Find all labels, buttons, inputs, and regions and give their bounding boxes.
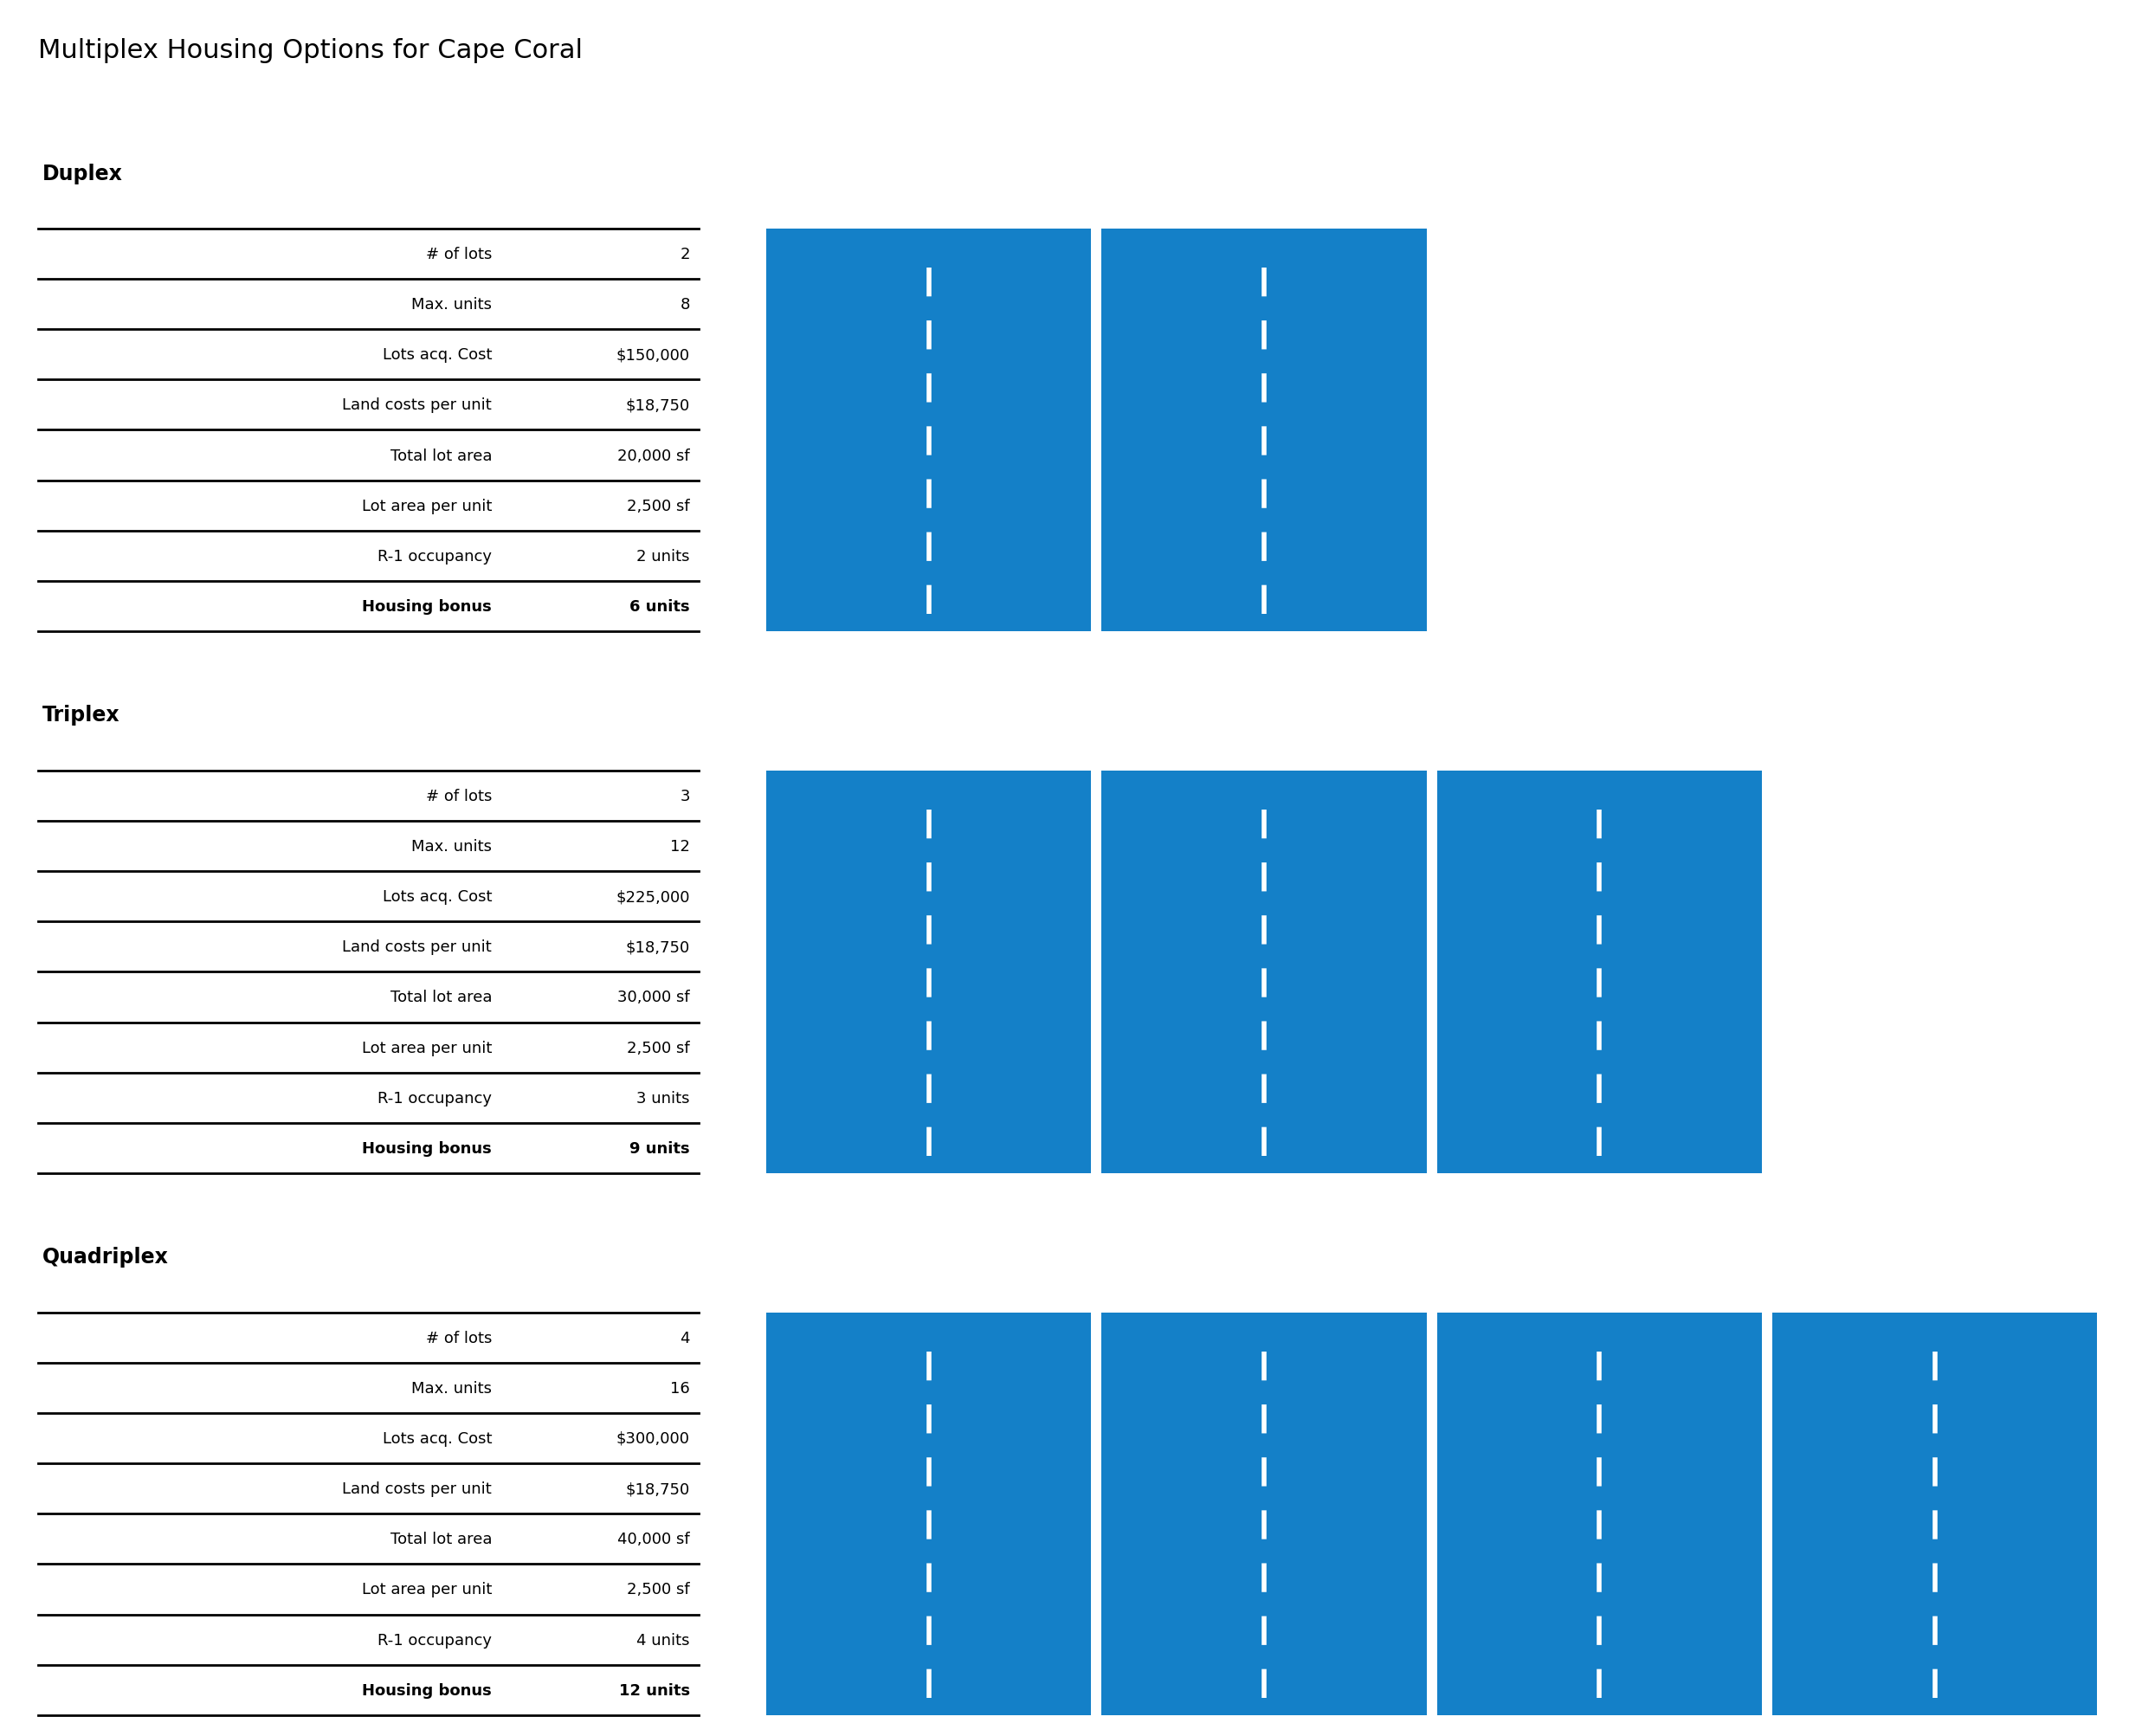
Bar (766, 771, 1092, 1174)
Text: Lots acq. Cost: Lots acq. Cost (383, 1430, 492, 1446)
Bar (1437, 771, 1763, 1174)
Text: 8: 8 (679, 297, 690, 312)
Text: Duplex: Duplex (43, 163, 123, 184)
Text: Lots acq. Cost: Lots acq. Cost (383, 347, 492, 363)
Text: 16: 16 (671, 1380, 690, 1396)
Bar (1101, 1312, 1426, 1715)
Text: Lot area per unit: Lot area per unit (362, 498, 492, 514)
Text: 3: 3 (679, 788, 690, 804)
Bar (766, 1312, 1092, 1715)
Text: Total lot area: Total lot area (390, 1531, 492, 1547)
Text: 4 units: 4 units (637, 1632, 690, 1647)
Text: $18,750: $18,750 (626, 1481, 690, 1496)
Text: $300,000: $300,000 (615, 1430, 690, 1446)
Bar (766, 229, 1092, 632)
Text: Lot area per unit: Lot area per unit (362, 1040, 492, 1055)
Text: 2 units: 2 units (637, 549, 690, 564)
Text: Land costs per unit: Land costs per unit (343, 939, 492, 955)
Bar (1437, 1312, 1763, 1715)
Text: R-1 occupancy: R-1 occupancy (377, 1632, 492, 1647)
Text: 3 units: 3 units (637, 1090, 690, 1106)
Text: Max. units: Max. units (411, 838, 492, 854)
Text: $18,750: $18,750 (626, 939, 690, 955)
Text: Total lot area: Total lot area (390, 990, 492, 1005)
Text: 20,000 sf: 20,000 sf (617, 448, 690, 464)
Text: # of lots: # of lots (426, 1330, 492, 1345)
Text: $225,000: $225,000 (615, 889, 690, 904)
Text: Land costs per unit: Land costs per unit (343, 398, 492, 413)
Text: Housing bonus: Housing bonus (362, 1141, 492, 1156)
Text: Multiplex Housing Options for Cape Coral: Multiplex Housing Options for Cape Coral (38, 38, 583, 62)
Text: 12 units: 12 units (620, 1682, 690, 1698)
Text: 12: 12 (671, 838, 690, 854)
Text: 30,000 sf: 30,000 sf (617, 990, 690, 1005)
Bar (1771, 1312, 2097, 1715)
Text: 2,500 sf: 2,500 sf (626, 1040, 690, 1055)
Text: Triplex: Triplex (43, 705, 119, 726)
Text: R-1 occupancy: R-1 occupancy (377, 549, 492, 564)
Bar (1101, 229, 1426, 632)
Text: Land costs per unit: Land costs per unit (343, 1481, 492, 1496)
Text: # of lots: # of lots (426, 788, 492, 804)
Text: Total lot area: Total lot area (390, 448, 492, 464)
Text: $150,000: $150,000 (615, 347, 690, 363)
Text: Lot area per unit: Lot area per unit (362, 1581, 492, 1597)
Text: Quadriplex: Quadriplex (43, 1246, 168, 1267)
Bar (1101, 771, 1426, 1174)
Text: Housing bonus: Housing bonus (362, 1682, 492, 1698)
Text: Max. units: Max. units (411, 297, 492, 312)
Text: # of lots: # of lots (426, 247, 492, 262)
Text: Housing bonus: Housing bonus (362, 599, 492, 615)
Text: Lots acq. Cost: Lots acq. Cost (383, 889, 492, 904)
Text: 9 units: 9 units (630, 1141, 690, 1156)
Text: 4: 4 (679, 1330, 690, 1345)
Text: Max. units: Max. units (411, 1380, 492, 1396)
Text: 2,500 sf: 2,500 sf (626, 1581, 690, 1597)
Text: 40,000 sf: 40,000 sf (617, 1531, 690, 1547)
Text: 6 units: 6 units (630, 599, 690, 615)
Text: 2: 2 (679, 247, 690, 262)
Text: R-1 occupancy: R-1 occupancy (377, 1090, 492, 1106)
Text: $18,750: $18,750 (626, 398, 690, 413)
Text: 2,500 sf: 2,500 sf (626, 498, 690, 514)
